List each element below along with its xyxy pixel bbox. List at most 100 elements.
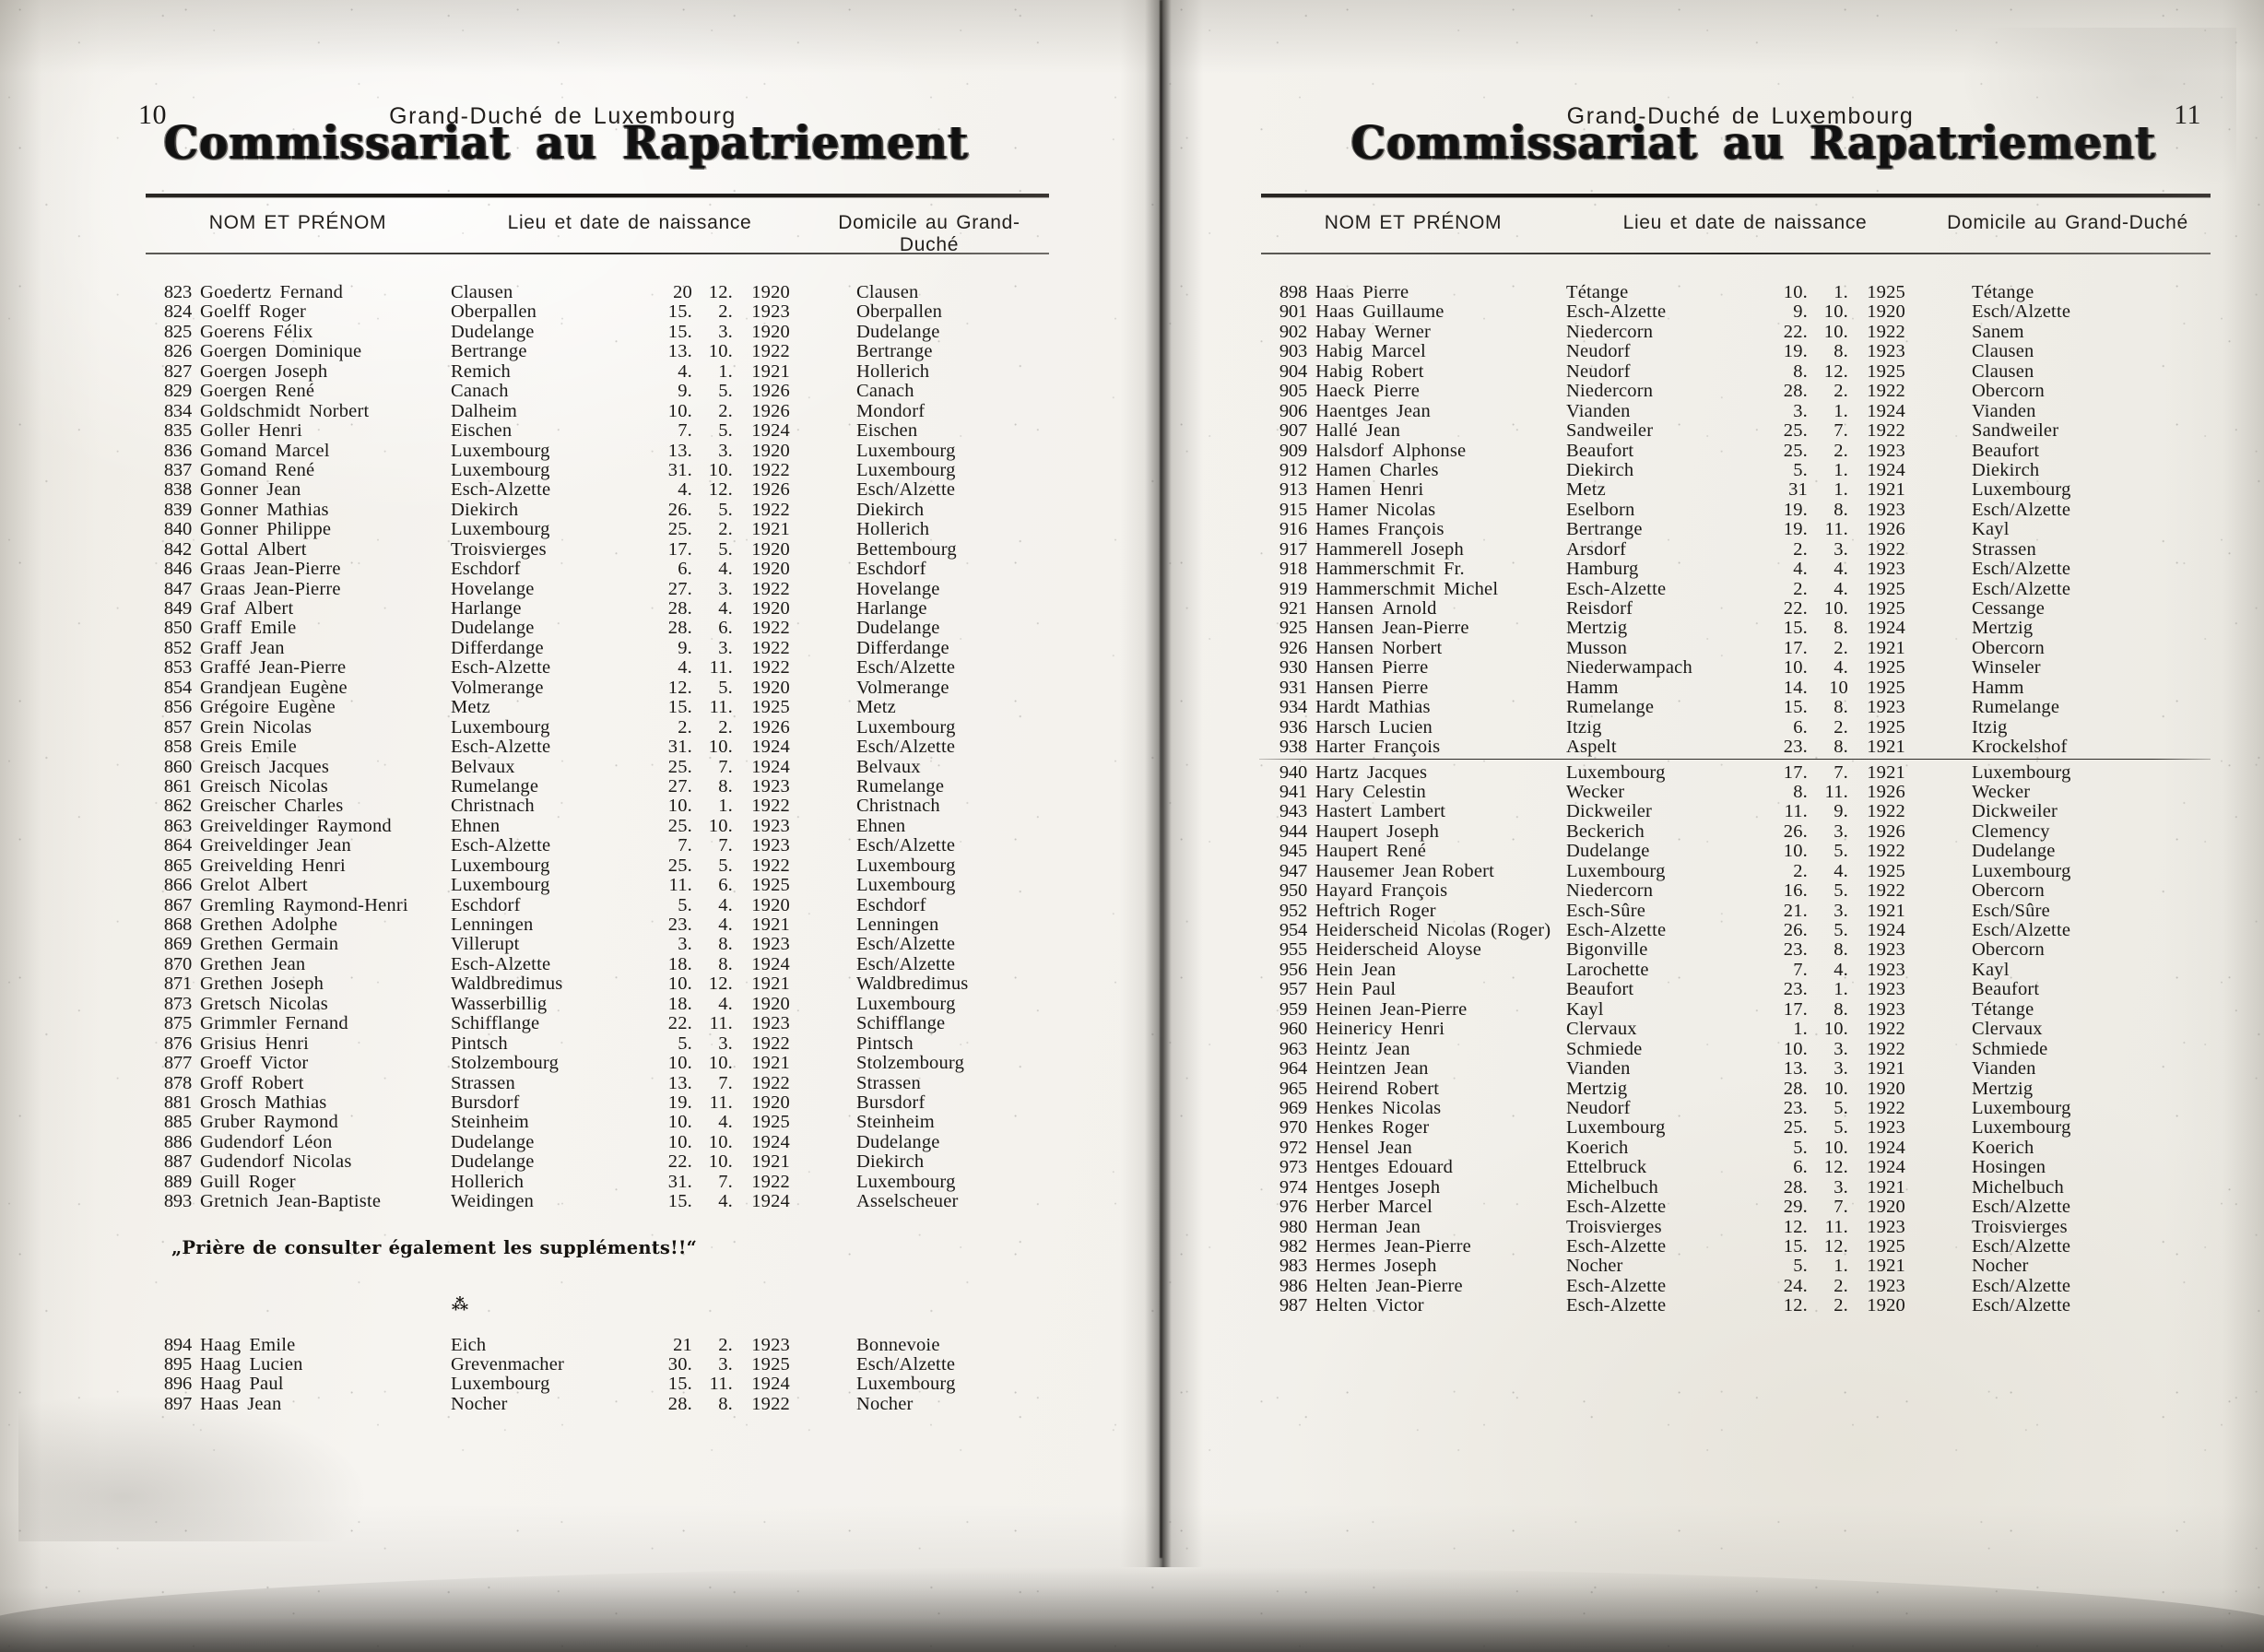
row-birth-month: 10 <box>1829 677 1848 698</box>
row-birth-year: 1920 <box>751 440 790 461</box>
row-birth-year: 1921 <box>751 519 790 540</box>
row-birth-day: 26. <box>667 499 692 520</box>
row-given-name: Jean <box>1394 1058 1429 1080</box>
row-domicile: Canach <box>856 381 914 402</box>
row-birth-day: 14. <box>1783 677 1808 698</box>
row-given-name: Nicolas <box>1376 499 1436 520</box>
table-row: 940 Hartz Jacques Luxembourg 17. 7. 1921 Luxemb… <box>1261 761 2211 784</box>
row-name: Henkes Roger <box>1315 1117 1566 1139</box>
row-domicile: Dudelange <box>856 321 940 342</box>
row-birth-day: 10. <box>667 1131 692 1152</box>
table-row: 896 Haag Paul Luxembourg 15. 11. 1924 Luxembour… <box>146 1374 1049 1394</box>
row-number: 925 <box>1279 618 1307 639</box>
row-domicile: Diekirch <box>856 499 925 520</box>
row-birth-date: 7. 4. 1923 <box>1747 960 1913 981</box>
row-birth-place: Esch-Alzette <box>451 737 551 758</box>
table-row: 945 Haupert René Dudelange 10. 5. 1922 Dudelang… <box>1261 841 2211 861</box>
row-number: 893 <box>163 1191 192 1212</box>
row-name: Gretsch Nicolas <box>200 994 451 1015</box>
row-birth-day: 31. <box>667 459 692 480</box>
row-number: 956 <box>1279 959 1307 980</box>
row-birth-date: 10. 10. 1924 <box>631 1132 797 1153</box>
row-birth-year: 1925 <box>751 1112 790 1133</box>
row-domicile: Clemency <box>1972 820 2050 842</box>
table-row: 858 Greis Emile Esch-Alzette 31. 10. 1924 Esch/… <box>146 737 1049 758</box>
row-domicile: Hamm <box>1972 677 2024 698</box>
row-given-name: Jean <box>247 1393 282 1414</box>
row-birth-place: Larochette <box>1566 959 1649 980</box>
row-domicile: Krockelshof <box>1972 737 2068 758</box>
row-birth-year: 1925 <box>1867 578 1905 599</box>
row-given-name: Raymond-Henri <box>282 894 408 915</box>
row-birth-place: Nocher <box>1566 1256 1623 1277</box>
row-birth-date: 15. 11. 1925 <box>631 697 797 718</box>
row-name: Graffé Jean-Pierre <box>200 657 451 678</box>
row-birth-place: Esch-Alzette <box>1566 1236 1667 1257</box>
row-birth-day: 6. <box>678 559 692 580</box>
table-row: 901 Haas Guillaume Esch-Alzette 9. 10. 1920 Esc… <box>1261 301 2211 322</box>
row-name: Habig Marcel <box>1315 341 1566 362</box>
registry-table-left-continued: 894 Haag Emile Eich 21 2. 1923 Bonnevoie 895 Haag… <box>146 1335 1049 1414</box>
row-birth-date: 16. 5. 1922 <box>1747 880 1913 902</box>
row-domicile: Esch/Alzette <box>1972 920 2071 940</box>
row-birth-day: 25. <box>1783 1117 1808 1139</box>
row-surname: Gonner <box>200 499 259 520</box>
row-surname: Heirend <box>1315 1078 1379 1099</box>
row-birth-place: Esch-Alzette <box>1566 1197 1667 1218</box>
row-number: 954 <box>1279 920 1307 940</box>
row-name: Gretnich Jean-Baptiste <box>200 1191 451 1212</box>
row-birth-day: 12. <box>1783 1295 1808 1316</box>
row-birth-date: 11. 9. 1922 <box>1747 801 1913 822</box>
header-rule-thin-left <box>146 253 1049 254</box>
table-row: 847 Graas Jean-Pierre Hovelange 27. 3. 1922 Hov… <box>146 579 1049 599</box>
row-birth-year: 1926 <box>1867 781 1905 802</box>
row-domicile: Sanem <box>1972 321 2024 342</box>
row-birth-month: 1. <box>1834 400 1848 421</box>
row-birth-year: 1921 <box>1867 737 1905 758</box>
row-given-name: Mathias <box>1368 697 1431 718</box>
row-number: 912 <box>1279 459 1307 480</box>
row-birth-place: Schifflange <box>451 1013 540 1034</box>
table-row: 860 Greisch Jacques Belvaux 25. 7. 1924 Belvaux <box>146 757 1049 777</box>
table-row: 976 Herber Marcel Esch-Alzette 29. 7. 1920 Esch… <box>1261 1197 2211 1218</box>
row-surname: Goergen <box>200 381 267 402</box>
row-birth-date: 3. 8. 1923 <box>631 934 797 955</box>
row-number: 903 <box>1279 341 1307 362</box>
row-birth-place: Dalheim <box>451 400 517 421</box>
table-row: 856 Grégoire Eugène Metz 15. 11. 1925 Metz <box>146 697 1049 718</box>
row-birth-year: 1921 <box>751 360 790 382</box>
row-birth-day: 6. <box>1793 1157 1808 1178</box>
row-birth-year: 1925 <box>1867 360 1905 382</box>
row-number: 960 <box>1279 1019 1307 1040</box>
row-number: 825 <box>163 321 192 342</box>
row-name: Grein Nicolas <box>200 717 451 738</box>
row-birth-month: 10. <box>1823 1019 1848 1040</box>
row-birth-month: 10. <box>708 1053 733 1074</box>
row-name: Gonner Jean <box>200 479 451 501</box>
row-name: Hartz Jacques <box>1315 762 1566 784</box>
table-row: 836 Gomand Marcel Luxembourg 13. 3. 1920 Luxemb… <box>146 440 1049 461</box>
row-birth-day: 25. <box>667 855 692 876</box>
row-birth-place: Vianden <box>1566 1058 1631 1080</box>
row-birth-year: 1923 <box>1867 1117 1905 1139</box>
row-given-name: Pierre <box>1382 677 1429 698</box>
row-surname: Helten <box>1315 1275 1368 1296</box>
row-surname: Habig <box>1315 341 1363 362</box>
row-given-name: Jean <box>1362 959 1397 980</box>
row-surname: Gottal <box>200 538 250 560</box>
row-domicile: Luxembourg <box>856 459 956 480</box>
row-birth-place: Eich <box>451 1334 487 1355</box>
page-left: 10 Grand-Duché de Luxembourg Commissaria… <box>138 100 1049 1414</box>
row-number: 850 <box>163 618 192 639</box>
row-birth-month: 4. <box>718 993 733 1014</box>
row-birth-month: 4. <box>718 914 733 935</box>
table-row: 864 Greiveldinger Jean Esch-Alzette 7. 7. 1923… <box>146 835 1049 856</box>
row-birth-month: 11. <box>1824 519 1848 540</box>
row-birth-day: 17. <box>1783 998 1808 1020</box>
row-birth-month: 12. <box>1823 360 1848 382</box>
row-birth-day: 17. <box>1783 761 1808 783</box>
table-row: 889 Guill Roger Hollerich 31. 7. 1922 Luxembour… <box>146 1172 1049 1192</box>
column-header-domicile-right: Domicile au Grand-Duché <box>1947 212 2188 233</box>
row-birth-month: 4. <box>718 1191 733 1212</box>
table-row: 894 Haag Emile Eich 21 2. 1923 Bonnevoie <box>146 1334 1049 1355</box>
